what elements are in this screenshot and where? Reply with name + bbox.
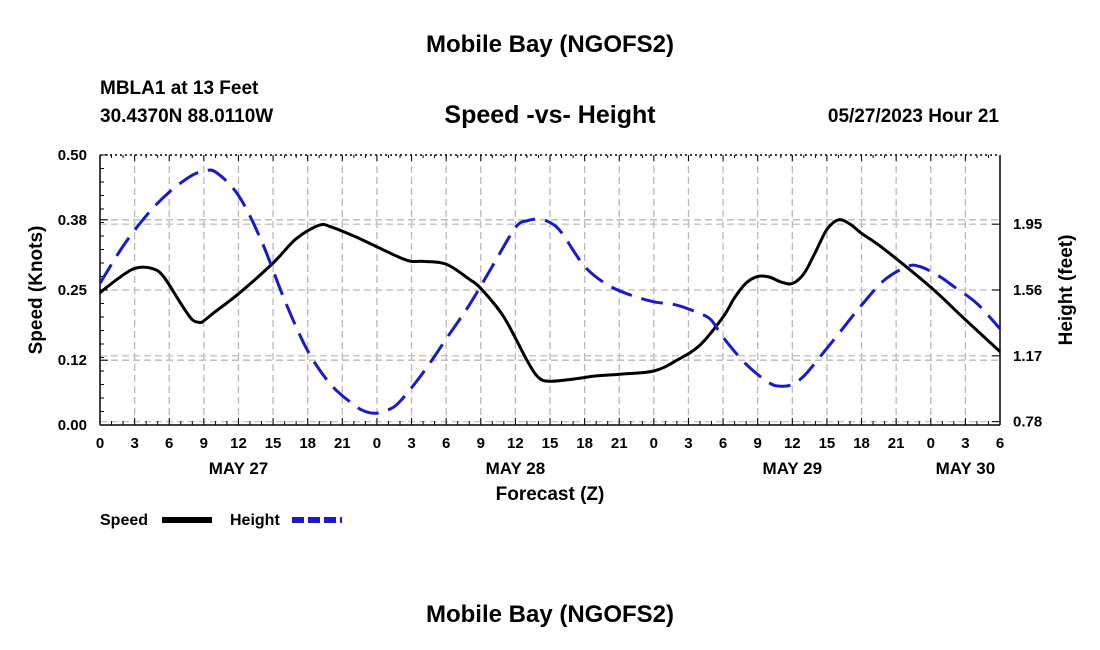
- x-tick-label: 21: [611, 435, 628, 452]
- x-day-label: MAY 29: [763, 459, 823, 478]
- y2-tick-label: 1.17: [1013, 348, 1042, 365]
- y-tick-label: 0.25: [58, 282, 87, 299]
- x-day-label: MAY 30: [936, 459, 996, 478]
- x-tick-label: 6: [165, 435, 173, 452]
- y2-axis-ticks: 0.78 1.17 1.56 1.95: [992, 216, 1042, 431]
- footer-title: Mobile Bay (NGOFS2): [425, 601, 675, 628]
- x-tick-label: 3: [961, 435, 969, 452]
- legend-height-label: Height: [230, 512, 280, 529]
- legend: Speed Height: [100, 512, 342, 529]
- y2-tick-label: 0.78: [1013, 414, 1042, 431]
- x-tick-label: 6: [442, 435, 450, 452]
- y2-tick-label: 1.95: [1013, 216, 1042, 233]
- x-tick-label: 6: [719, 435, 727, 452]
- y-tick-label: 0.50: [58, 147, 87, 164]
- y-tick-label: 0.12: [58, 352, 87, 369]
- y-tick-label: 0.00: [58, 417, 87, 434]
- x-tick-label: 12: [230, 435, 247, 452]
- y2-axis-label: Height (feet): [1056, 235, 1077, 346]
- x-tick-label: 0: [96, 435, 104, 452]
- run-timestamp: 05/27/2023 Hour 21: [827, 106, 999, 127]
- x-tick-label: 9: [200, 435, 208, 452]
- series-line-speed: [99, 218, 1002, 383]
- x-tick-label: 15: [265, 435, 282, 452]
- x-tick-label: 21: [888, 435, 905, 452]
- station-name: MBLA1 at 13 Feet: [100, 78, 259, 99]
- x-tick-label: 15: [819, 435, 836, 452]
- x-tick-label: 9: [477, 435, 485, 452]
- y2-tick-label: 1.56: [1013, 282, 1042, 299]
- x-tick-label: 3: [407, 435, 415, 452]
- x-tick-label: 0: [650, 435, 658, 452]
- chart-main-title: Mobile Bay (NGOFS2): [425, 31, 675, 58]
- y-axis-ticks: 0.00 0.12 0.25 0.38 0.50: [58, 147, 108, 434]
- x-tick-label: 0: [927, 435, 935, 452]
- y-axis-label: Speed (Knots): [26, 226, 47, 355]
- x-day-label: MAY 28: [486, 459, 546, 478]
- x-tick-label: 12: [784, 435, 801, 452]
- grid-lines: [100, 155, 1000, 425]
- x-tick-label: 6: [996, 435, 1004, 452]
- data-series: [98, 168, 1002, 415]
- station-coordinates: 30.4370N 88.0110W: [100, 106, 274, 127]
- x-tick-label: 15: [542, 435, 559, 452]
- x-axis-ticks: 0 3 6 9 12 15 18 21 0 3 6 9 12 15 18 21 0 3 6 9 12 15 18 21 0 3 6M…: [96, 155, 1004, 478]
- x-tick-label: 18: [853, 435, 870, 452]
- x-tick-label: 3: [130, 435, 138, 452]
- x-tick-label: 3: [684, 435, 692, 452]
- x-tick-label: 9: [754, 435, 762, 452]
- x-tick-label: 21: [334, 435, 351, 452]
- legend-speed-label: Speed: [100, 512, 148, 529]
- chart-subtitle: Speed -vs- Height: [444, 101, 656, 129]
- x-tick-label: 0: [373, 435, 381, 452]
- x-day-label: MAY 27: [209, 459, 269, 478]
- x-tick-label: 12: [507, 435, 524, 452]
- y-tick-label: 0.38: [58, 212, 87, 229]
- series-line-height: [98, 168, 1002, 415]
- x-tick-label: 18: [576, 435, 593, 452]
- x-axis-label: Forecast (Z): [496, 484, 605, 505]
- x-tick-label: 18: [299, 435, 316, 452]
